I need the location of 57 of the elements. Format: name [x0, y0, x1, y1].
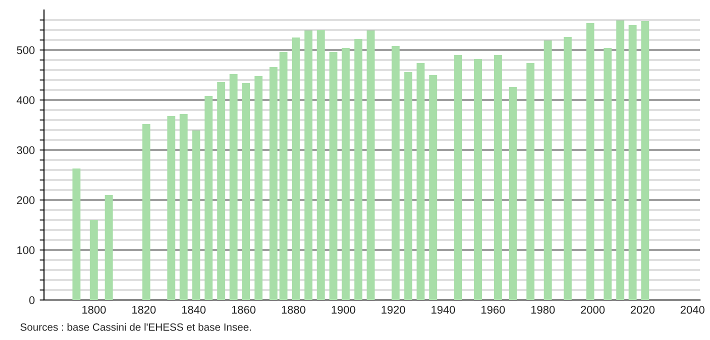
- x-tick-label: 1960: [481, 306, 505, 314]
- x-tick-label: 2040: [680, 306, 704, 314]
- x-tick-label: 1800: [82, 306, 106, 314]
- bar: [454, 55, 462, 300]
- bar: [404, 72, 412, 300]
- bar: [304, 30, 312, 300]
- bar: [204, 96, 213, 300]
- x-tick-label: 1900: [332, 306, 356, 314]
- bar: [544, 40, 552, 300]
- y-tick-label: 400: [16, 96, 35, 104]
- x-tick-label: 2020: [630, 306, 655, 314]
- source-note: Sources : base Cassini de l'EHESS et base Insee.: [20, 323, 251, 331]
- bar: [279, 52, 288, 300]
- y-tick-label: 100: [17, 246, 35, 254]
- bar: [104, 195, 113, 300]
- x-tick-label: 1860: [232, 306, 256, 314]
- bar: [142, 124, 150, 300]
- bar: [269, 67, 278, 300]
- bar: [230, 74, 238, 300]
- bar: [641, 21, 650, 300]
- bar: [586, 23, 594, 300]
- bar: [392, 46, 400, 300]
- bar: [616, 20, 624, 300]
- bar: [72, 168, 80, 300]
- bar: [316, 30, 325, 300]
- x-tick-label: 1940: [432, 306, 456, 314]
- bar: [416, 63, 425, 300]
- y-tick-label: 500: [16, 46, 35, 54]
- y-tick-label: 200: [16, 196, 35, 204]
- x-tick-label: 1980: [531, 306, 555, 314]
- x-tick-label: 2000: [580, 306, 605, 314]
- bar: [354, 39, 362, 300]
- bar: [429, 75, 438, 300]
- bar: [494, 55, 502, 300]
- x-tick-label: 1880: [282, 306, 306, 314]
- bar: [526, 63, 534, 300]
- bar: [167, 116, 176, 300]
- bar: [474, 59, 482, 300]
- bar: [564, 37, 572, 300]
- bar: [90, 220, 98, 300]
- bar: [180, 114, 188, 300]
- bar: [628, 25, 637, 300]
- bar: [604, 48, 612, 300]
- bar: [254, 76, 262, 300]
- bar: [242, 83, 250, 300]
- y-tick-label: 300: [16, 146, 35, 154]
- x-tick-label: 1820: [132, 306, 156, 314]
- bar: [217, 82, 226, 300]
- bar: [292, 38, 300, 300]
- y-tick-label: 0: [29, 296, 35, 304]
- bar: [366, 30, 375, 300]
- bar: [508, 87, 517, 300]
- bar: [342, 48, 350, 300]
- bar: [192, 130, 200, 300]
- bar: [329, 52, 338, 300]
- x-tick-label: 1840: [182, 306, 206, 314]
- x-tick-label: 1920: [382, 306, 406, 314]
